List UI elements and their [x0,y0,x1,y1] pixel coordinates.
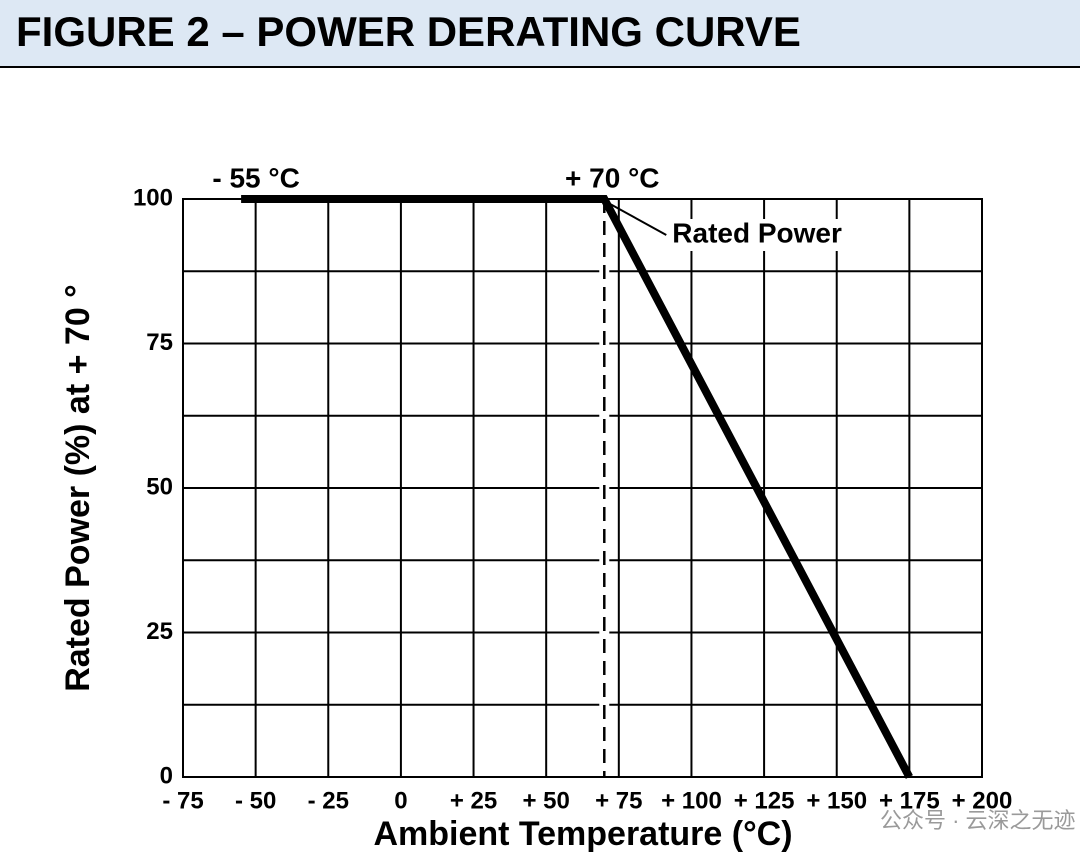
x-tick-label: 0 [394,787,407,814]
annotation: - 55 °C [212,162,299,193]
x-tick-label: + 175 [879,787,940,814]
x-tick-label: + 75 [595,787,642,814]
x-tick-label: - 50 [235,787,276,814]
y-axis-label: Rated Power (%) at + 70 ° [59,284,97,692]
x-tick-label: + 125 [734,787,795,814]
watermark: 公众号 · 云深之无迹 [880,808,1076,833]
header-band [0,0,1080,67]
x-tick-label: - 75 [162,787,203,814]
x-axis-label: Ambient Temperature (°C) [373,815,792,853]
annotation: + 70 °C [565,162,659,193]
x-tick-label: + 100 [661,787,722,814]
x-tick-label: + 25 [450,787,497,814]
leader-line [607,202,667,236]
y-tick-label: 75 [146,329,173,356]
annotation-bg [668,219,869,251]
y-tick-label: 25 [146,618,173,645]
annotation: Rated Power [672,217,842,248]
chart-title: FIGURE 2 – POWER DERATING CURVE [16,8,801,55]
x-tick-label: + 50 [522,787,569,814]
y-tick-label: 100 [133,184,173,211]
y-tick-label: 50 [146,473,173,500]
x-tick-label: - 25 [308,787,349,814]
x-tick-label: + 200 [952,787,1013,814]
x-tick-label: + 150 [806,787,867,814]
derating-line [241,195,913,779]
y-tick-label: 0 [160,762,173,789]
